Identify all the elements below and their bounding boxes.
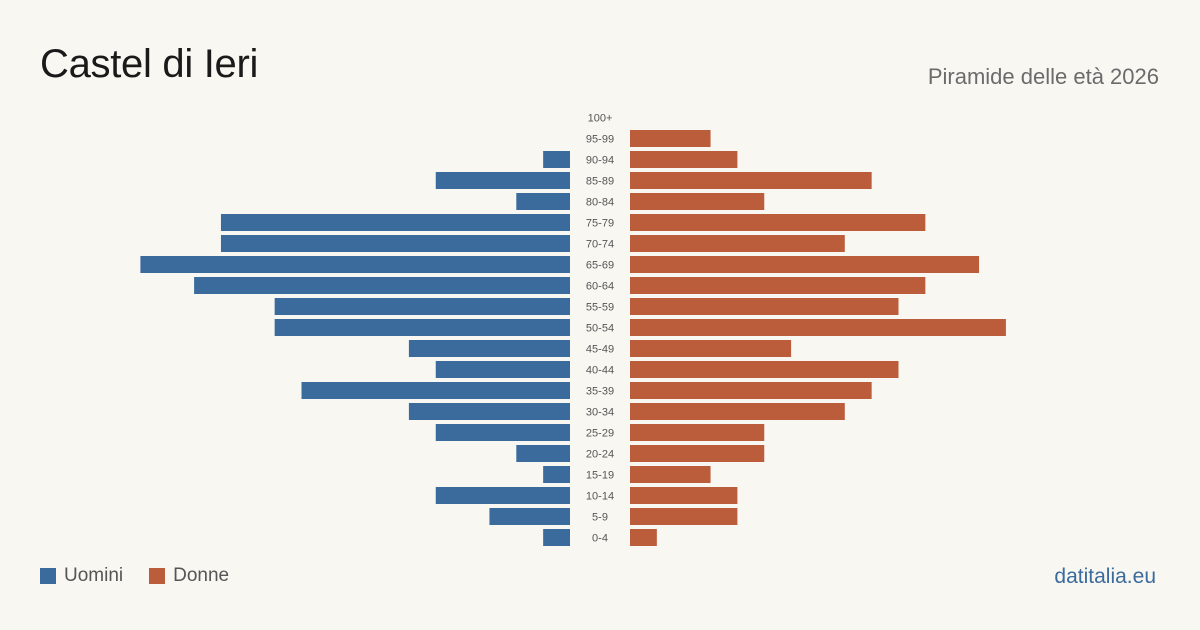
age-label: 75-79	[586, 218, 614, 230]
age-label: 70-74	[586, 239, 614, 251]
bar-women	[630, 361, 899, 378]
bar-men	[274, 319, 570, 336]
legend-item-women: Donne	[149, 565, 229, 587]
age-label: 15-19	[586, 470, 614, 482]
legend: Uomini Donne	[40, 565, 255, 587]
age-label: 80-84	[586, 197, 614, 209]
age-label: 40-44	[586, 365, 614, 377]
bar-women	[630, 193, 765, 210]
bar-women	[630, 235, 845, 252]
chart-title: Castel di Ieri	[40, 42, 259, 86]
bar-men	[274, 298, 570, 315]
bar-women	[630, 256, 980, 273]
legend-swatch-women	[149, 568, 166, 584]
age-label: 55-59	[586, 302, 614, 314]
brand-link[interactable]: datitalia.eu	[1054, 565, 1156, 588]
age-label: 50-54	[586, 323, 614, 335]
legend-swatch-men	[40, 568, 56, 584]
bar-women	[630, 487, 738, 504]
bar-women	[630, 340, 792, 357]
bar-men	[408, 340, 570, 357]
bar-women	[630, 424, 765, 441]
age-label: 35-39	[586, 386, 614, 398]
age-label: 65-69	[586, 260, 614, 272]
age-label: 5-9	[592, 512, 608, 524]
age-label: 25-29	[586, 428, 614, 440]
age-label: 100+	[588, 113, 613, 125]
bar-men	[220, 235, 570, 252]
bar-women	[630, 298, 899, 315]
bar-women	[630, 151, 738, 168]
bar-women	[630, 319, 1006, 336]
bar-women	[630, 403, 845, 420]
age-label: 85-89	[586, 176, 614, 188]
bar-women	[630, 214, 926, 231]
bar-women	[630, 529, 657, 546]
bar-men	[543, 151, 570, 168]
bar-men	[194, 277, 570, 294]
chart-subtitle: Piramide delle età 2026	[927, 64, 1159, 89]
bar-women	[630, 508, 738, 525]
bar-men	[408, 403, 570, 420]
bar-men	[435, 361, 570, 378]
age-label: 20-24	[586, 449, 614, 461]
bar-women	[630, 277, 926, 294]
age-label: 0-4	[592, 533, 608, 545]
age-label: 10-14	[586, 491, 614, 503]
bar-women	[630, 466, 711, 483]
bar-men	[140, 256, 570, 273]
bar-men	[435, 424, 570, 441]
bar-men	[220, 214, 570, 231]
bar-men	[435, 172, 570, 189]
age-label: 90-94	[586, 155, 614, 167]
bar-women	[630, 382, 872, 399]
bar-men	[516, 193, 570, 210]
age-label: 95-99	[586, 134, 614, 146]
bar-men	[489, 508, 570, 525]
age-label: 60-64	[586, 281, 614, 293]
age-label: 30-34	[586, 407, 614, 419]
bar-men	[301, 382, 570, 399]
legend-label-men: Uomini	[64, 565, 124, 586]
bar-women	[630, 445, 765, 462]
legend-item-men: Uomini	[40, 565, 123, 587]
bar-men	[543, 466, 570, 483]
bar-men	[516, 445, 570, 462]
age-label: 45-49	[586, 344, 614, 356]
bar-men	[543, 529, 570, 546]
bar-men	[435, 487, 570, 504]
bar-women	[630, 130, 711, 147]
bar-women	[630, 172, 872, 189]
legend-label-women: Donne	[173, 565, 230, 586]
